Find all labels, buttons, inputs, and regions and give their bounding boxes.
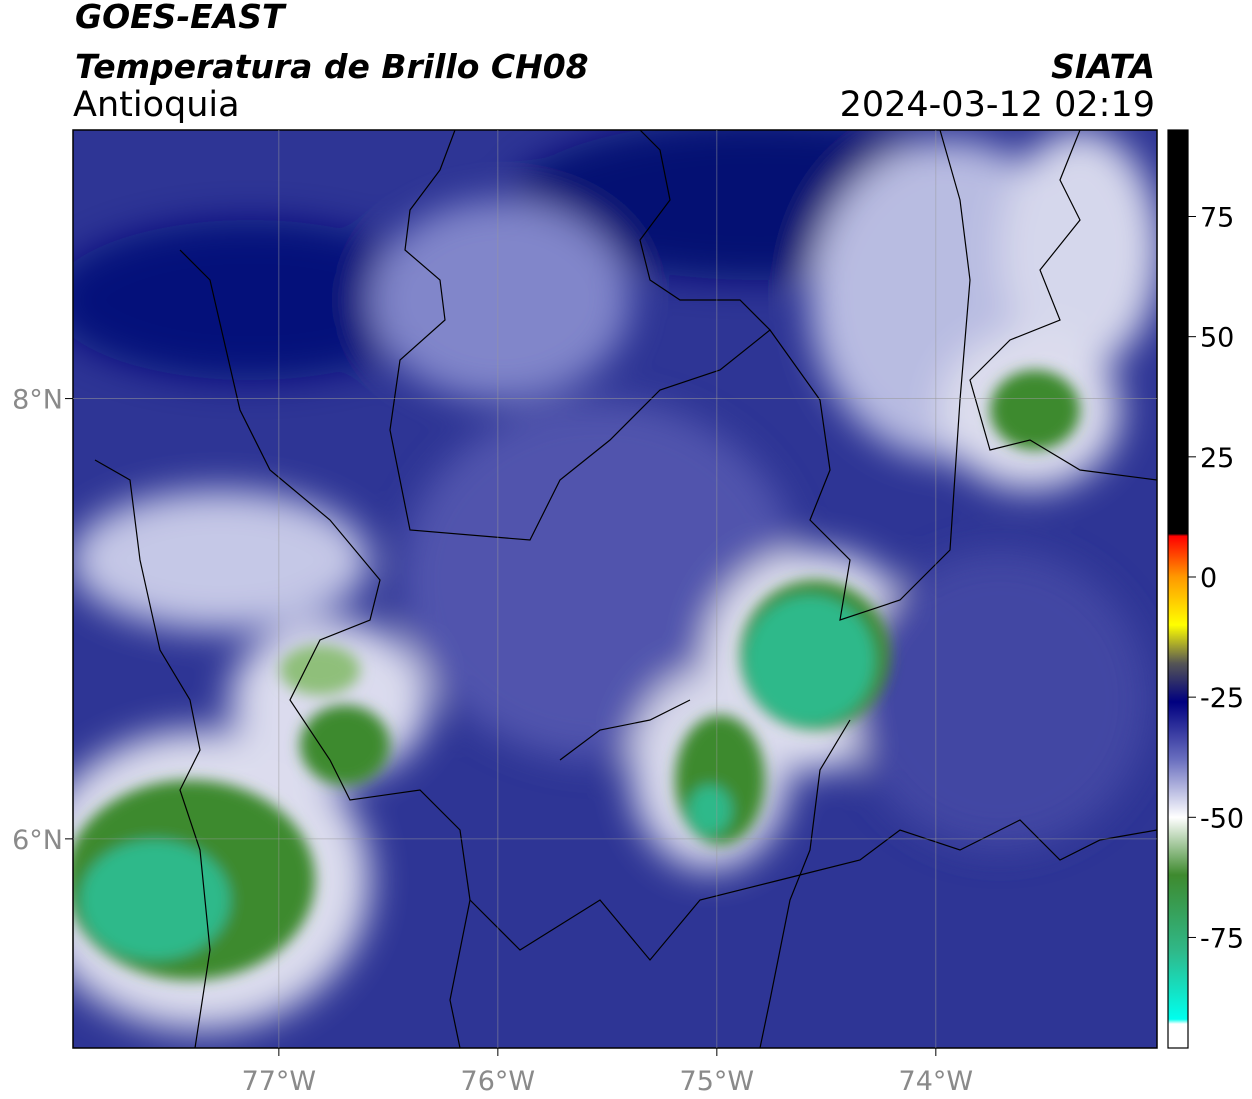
product: Temperatura de Brillo CH08: [75, 47, 589, 86]
lon-label: 76°W: [461, 1066, 536, 1097]
colorbar-label: -75: [1200, 923, 1244, 954]
region: Antioquia: [73, 85, 240, 125]
colorbar-label: -50: [1200, 803, 1244, 834]
colorbar-label: 75: [1200, 203, 1234, 234]
lon-label: 77°W: [242, 1066, 317, 1097]
satellite: GOES-EAST: [75, 0, 287, 36]
lon-label: 74°W: [899, 1066, 974, 1097]
colorbar: [1167, 129, 1189, 1049]
colorbar-label: -25: [1200, 683, 1244, 714]
lat-label: 8°N: [12, 385, 63, 416]
source: SIATA: [1051, 47, 1155, 86]
lon-label: 75°W: [680, 1066, 755, 1097]
colorbar-label: 25: [1200, 443, 1234, 474]
lat-label: 6°N: [12, 825, 63, 856]
map-image: [73, 130, 1157, 1048]
datetime: 2024-03-12 02:19: [840, 85, 1155, 125]
map-frame: [72, 129, 1158, 1049]
colorbar-label: 50: [1200, 323, 1234, 354]
colorbar-label: 0: [1200, 563, 1217, 594]
